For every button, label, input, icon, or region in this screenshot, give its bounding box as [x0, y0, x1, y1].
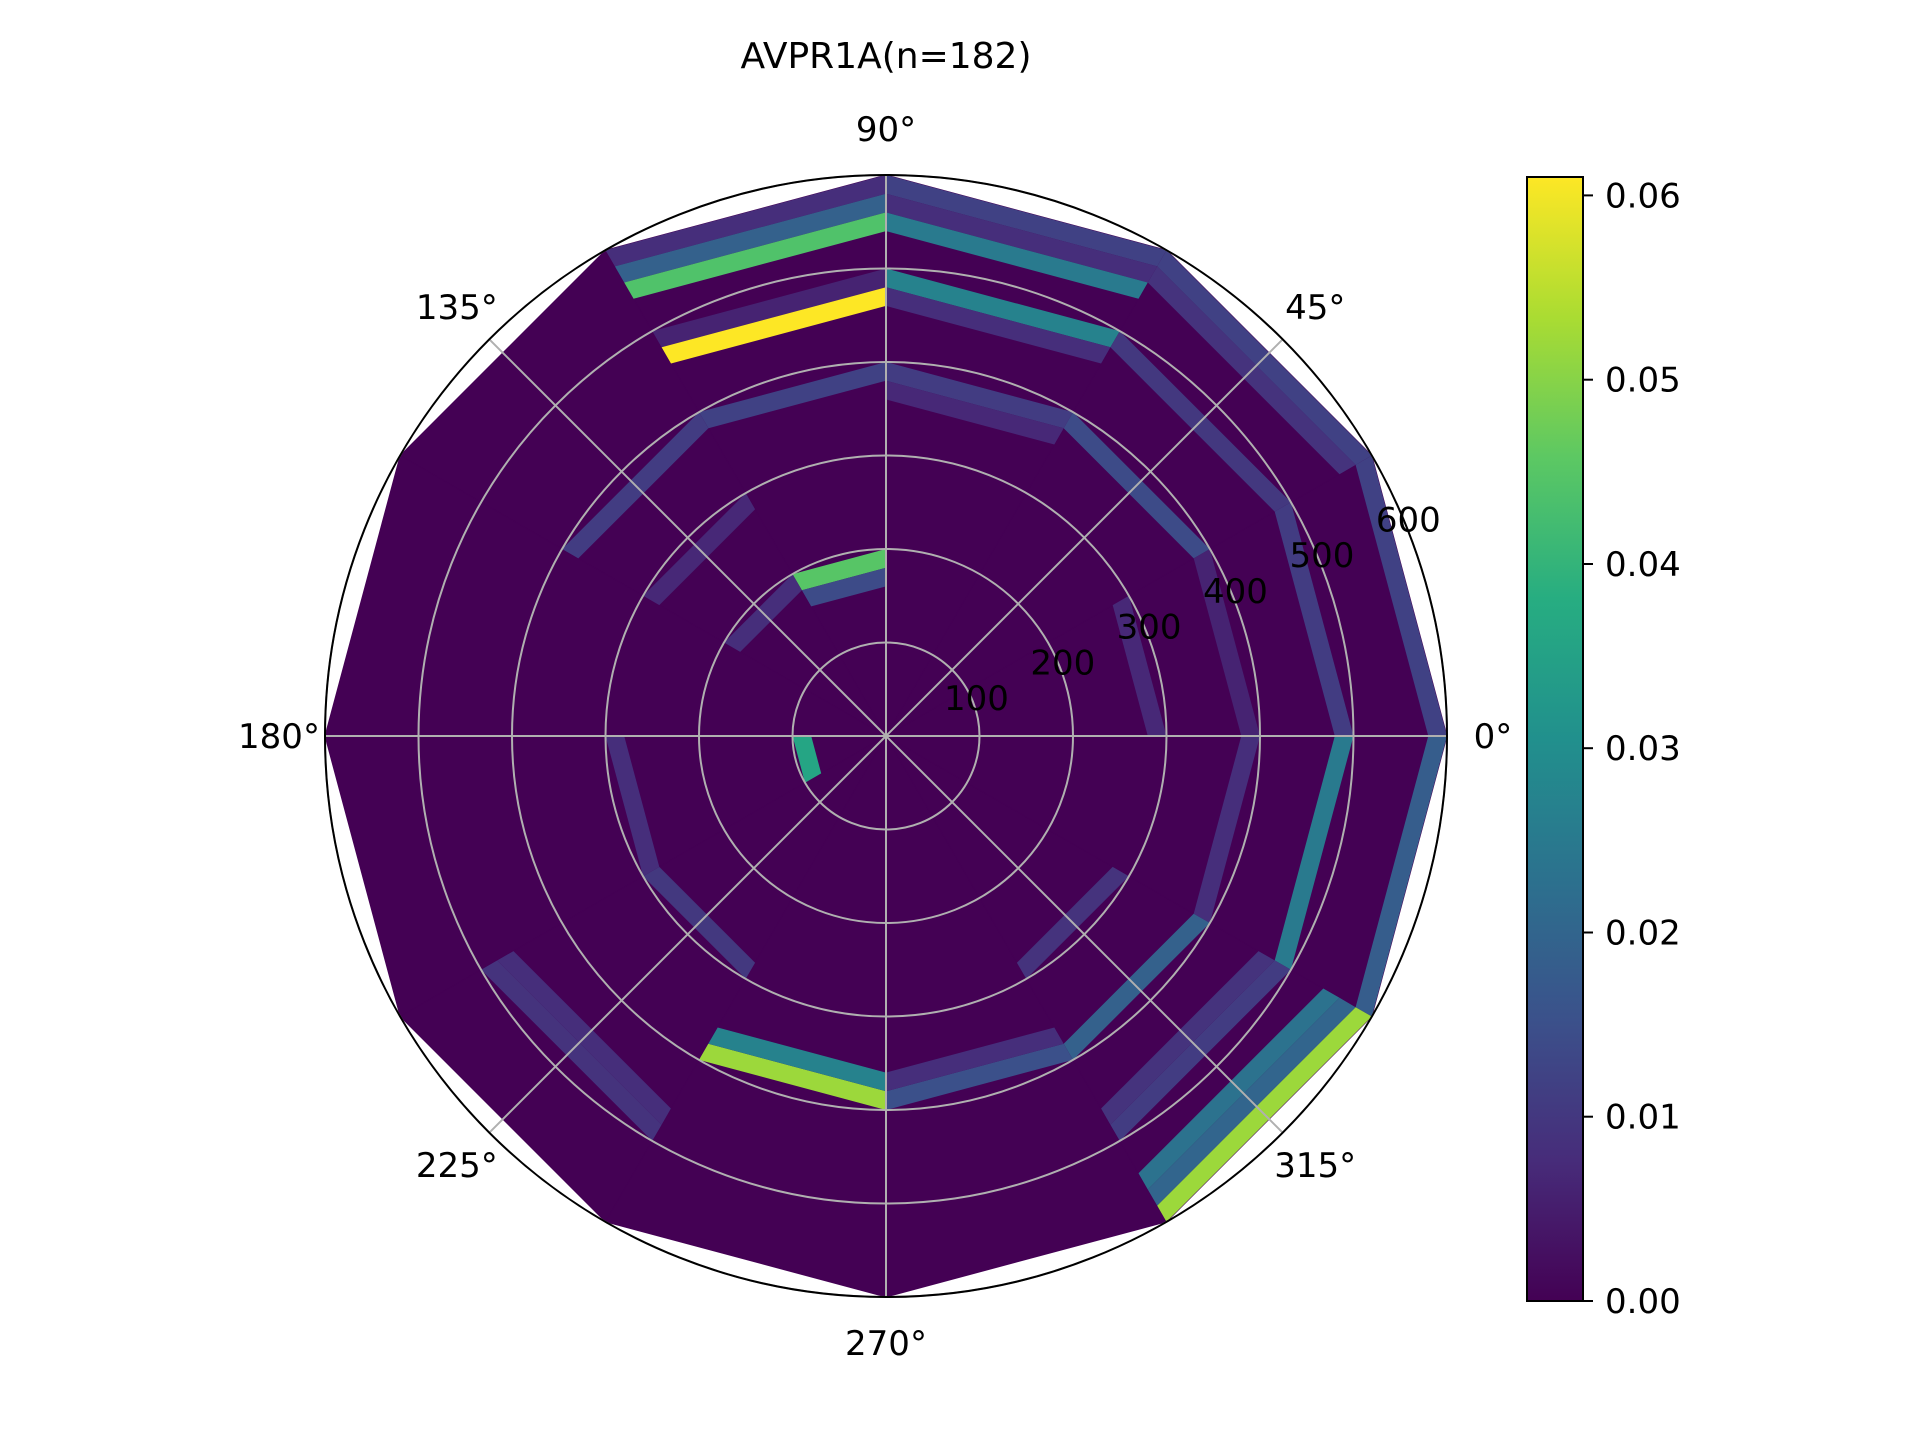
colorbar-tick-label: 0.00 — [1605, 1282, 1681, 1322]
theta-grid-line — [488, 735, 887, 1134]
heatmap-cell — [886, 287, 1111, 364]
heatmap-cell — [1355, 736, 1447, 1017]
heatmap-cell — [652, 268, 886, 348]
theta-tick-label: 225° — [416, 1146, 498, 1186]
r-tick-label: 200 — [1030, 643, 1095, 683]
heatmap-cell — [886, 362, 1073, 429]
heatmap-cell — [792, 549, 886, 591]
heatmap-cell — [624, 212, 886, 299]
heatmap-cell — [1193, 736, 1260, 923]
theta-tick-label: 315° — [1274, 1146, 1356, 1186]
heatmap-cell — [699, 362, 886, 429]
heatmap-cell — [1355, 455, 1447, 736]
colorbar-tick-label: 0.03 — [1605, 729, 1681, 769]
heatmap-cell — [886, 268, 1120, 348]
theta-tick-label: 270° — [845, 1324, 927, 1364]
colorbar-frame — [1526, 176, 1584, 1302]
r-tick-label: 600 — [1376, 500, 1441, 540]
heatmap-cell — [699, 1043, 886, 1110]
theta-tick-labels: 0° 45° 90° 135° 180° 225° 270° 315° — [238, 110, 1512, 1364]
theta-grid-line — [488, 338, 887, 737]
heatmap-cell — [1193, 549, 1260, 736]
colorbar-tick-label: 0.06 — [1605, 176, 1681, 216]
r-tick-label: 400 — [1203, 572, 1268, 612]
heatmap-cell — [886, 175, 1167, 267]
r-tick-label: 300 — [1117, 608, 1182, 648]
heatmap-cell — [1112, 595, 1167, 736]
theta-tick-label: 0° — [1474, 717, 1513, 757]
heatmap-cell — [605, 736, 660, 877]
colorbar-tick-label: 0.05 — [1605, 361, 1681, 401]
theta-grid-line — [885, 338, 1284, 737]
r-tick-label: 500 — [1289, 536, 1354, 576]
heatmap-cell — [1274, 736, 1354, 970]
heatmap-cell — [708, 1027, 886, 1092]
colorbar-tick-label: 0.01 — [1605, 1098, 1681, 1138]
heatmap-cell — [801, 567, 886, 607]
chart-title: AVPR1A(n=182) — [741, 36, 1032, 77]
theta-tick-label: 180° — [238, 717, 320, 757]
heatmap-cell — [792, 736, 822, 783]
r-tick-labels: 100 200 300 400 500 600 — [944, 500, 1441, 719]
colorbar: 0.00 0.01 0.02 0.03 0.04 0.05 0.06 — [1526, 176, 1681, 1322]
heatmap-cell — [886, 193, 1158, 283]
theta-tick-label: 45° — [1285, 288, 1345, 328]
polar-grid — [324, 174, 1448, 1298]
theta-tick-label: 90° — [856, 110, 916, 150]
theta-tick-label: 135° — [416, 288, 498, 328]
heatmap-cell — [886, 1027, 1064, 1092]
heatmap-cell — [886, 212, 1148, 299]
heatmap-cell — [1274, 502, 1354, 736]
r-tick-label: 100 — [944, 679, 1009, 719]
heatmap-cell — [614, 193, 886, 283]
heatmap-cell — [605, 175, 886, 267]
heatmap-cell — [886, 380, 1064, 445]
colorbar-gradient — [1527, 177, 1583, 1301]
heatmap-cell — [886, 1043, 1073, 1110]
colorbar-tick-label: 0.04 — [1605, 545, 1681, 585]
polar-frame — [324, 174, 1448, 1298]
colorbar-tick-label: 0.02 — [1605, 914, 1681, 954]
theta-grid-line — [885, 735, 1284, 1134]
heatmap-cell — [661, 287, 886, 364]
